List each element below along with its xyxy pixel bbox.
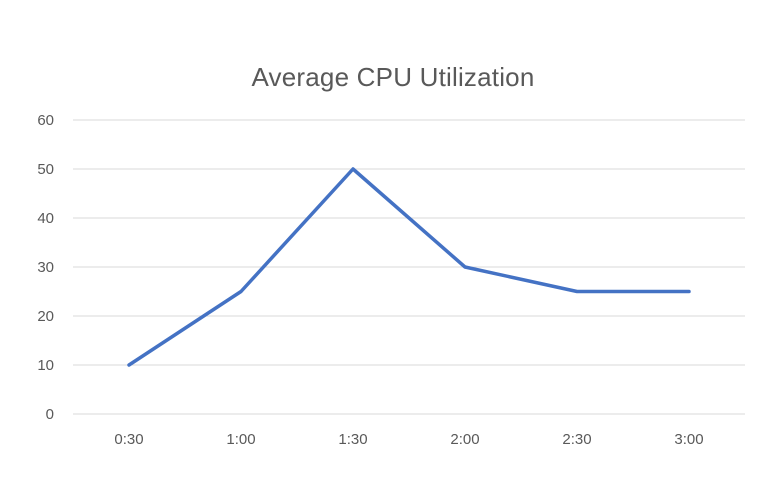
x-tick-label: 2:00 bbox=[450, 431, 479, 448]
gridlines bbox=[73, 119, 745, 415]
data-point bbox=[575, 290, 579, 293]
x-axis-tick-labels: 0:30 1:00 1:30 2:00 2:30 3:00 bbox=[114, 431, 703, 448]
x-tick-label: 1:00 bbox=[226, 431, 255, 448]
data-point bbox=[687, 290, 691, 293]
chart-title: Average CPU Utilization bbox=[251, 62, 535, 92]
data-point bbox=[127, 363, 131, 367]
y-tick-label: 10 bbox=[37, 357, 54, 374]
y-tick-label: 0 bbox=[46, 406, 54, 423]
y-tick-label: 40 bbox=[37, 210, 54, 227]
y-tick-label: 50 bbox=[37, 161, 54, 178]
data-point bbox=[463, 265, 467, 269]
data-point bbox=[351, 167, 355, 171]
x-tick-label: 0:30 bbox=[114, 431, 143, 448]
y-tick-label: 30 bbox=[37, 259, 54, 276]
series-layer bbox=[127, 167, 691, 367]
x-tick-label: 2:30 bbox=[562, 431, 591, 448]
x-tick-label: 3:00 bbox=[674, 431, 703, 448]
x-tick-label: 1:30 bbox=[338, 431, 367, 448]
y-axis-tick-labels: 0 10 20 30 40 50 60 bbox=[37, 112, 54, 423]
data-point bbox=[239, 290, 243, 293]
y-tick-label: 60 bbox=[37, 112, 54, 129]
y-tick-label: 20 bbox=[37, 308, 54, 325]
series-line bbox=[127, 167, 691, 367]
